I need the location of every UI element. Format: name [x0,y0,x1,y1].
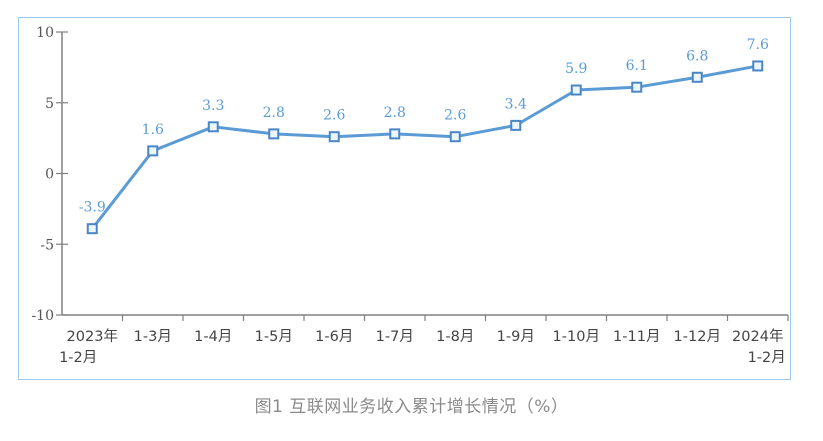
x-tick-label: 1-2月 [748,350,786,366]
x-tick-label: 1-4月 [194,329,232,345]
x-tick-label: 2024年 [732,328,783,345]
data-point-marker [207,121,219,133]
data-label: 2.6 [444,108,466,124]
data-label: 2.6 [323,108,345,124]
data-point-marker [691,71,703,83]
data-label: 3.3 [202,98,224,114]
x-tick-label: 1-10月 [553,329,600,345]
y-tick-label: 10 [36,25,54,41]
x-tick-label: 1-11月 [613,329,660,345]
data-point-marker [389,128,401,140]
data-label: -3.9 [79,200,106,216]
data-label: 7.6 [747,37,769,53]
x-tick-label: 1-8月 [436,329,474,345]
x-tick-label: 1-9月 [497,329,535,345]
data-point-marker [510,119,522,131]
y-tick-label: 5 [45,96,54,112]
y-tick-label: 0 [45,167,54,183]
data-label: 6.1 [626,58,648,74]
chart-frame [18,17,791,380]
data-label: 5.9 [565,61,587,77]
x-tick-label: 1-7月 [376,329,414,345]
data-point-marker [631,81,643,93]
data-point-marker [570,84,582,96]
y-tick-label: -10 [31,308,54,324]
data-point-marker [147,145,159,157]
x-tick-label: 1-5月 [255,329,293,345]
data-label: 3.4 [505,96,527,112]
data-label: 2.8 [384,105,406,121]
data-label: 2.8 [263,105,285,121]
data-point-marker [449,131,461,143]
data-point-marker [752,60,764,72]
data-point-marker [86,223,98,235]
y-tick-label: -5 [40,237,54,253]
data-label: 1.6 [142,122,164,138]
chart-caption: 图1 互联网业务收入累计增长情况（%） [254,397,569,417]
x-tick-label: 1-12月 [674,329,721,345]
data-label: 6.8 [686,48,708,64]
data-point-marker [328,131,340,143]
x-tick-label: 1-3月 [134,329,172,345]
data-point-marker [268,128,280,140]
x-tick-label: 2023年 [67,328,118,345]
x-tick-label: 1-2月 [59,350,97,366]
series-line [91,64,759,230]
x-tick-label: 1-6月 [315,329,353,345]
